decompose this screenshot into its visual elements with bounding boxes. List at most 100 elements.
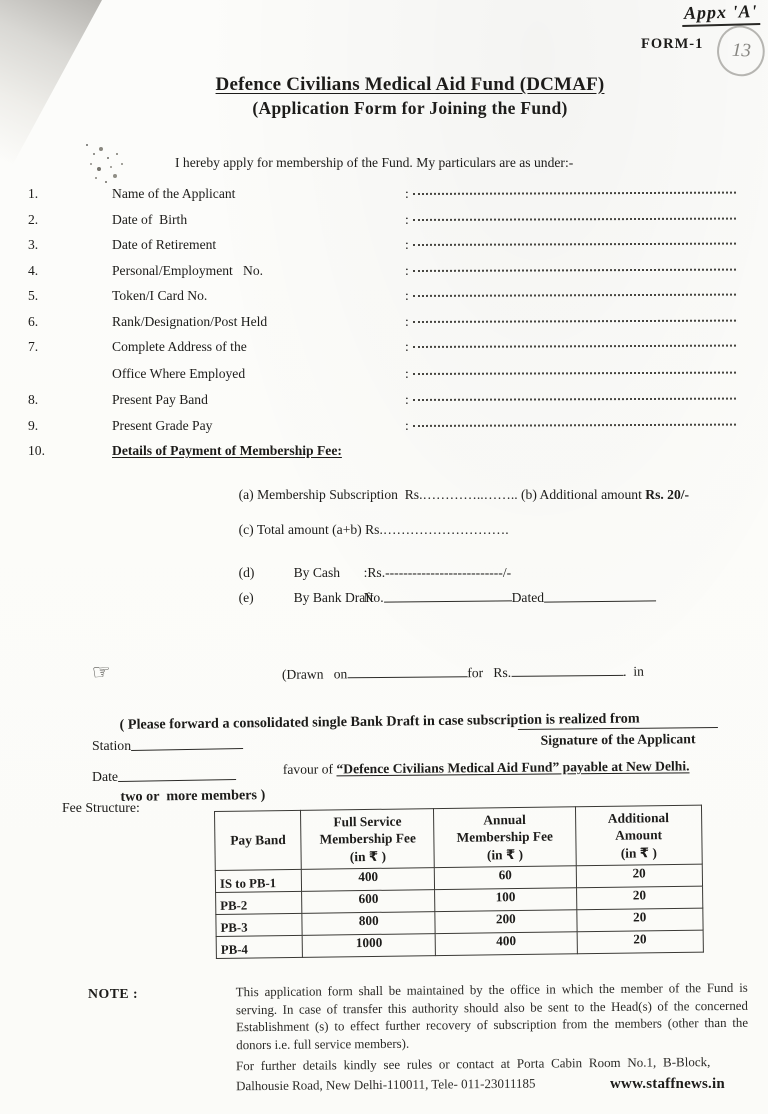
pay-band-cell: PB-3 <box>215 913 303 937</box>
dotted-answer-line <box>412 423 736 427</box>
field-colon: : <box>405 211 409 227</box>
field-row-employment-no: 4. Personal/Employment No. : <box>28 263 738 279</box>
station-field: Station <box>92 736 244 754</box>
additional-amount-value: Rs. 20/- <box>645 487 690 502</box>
payment-details-heading: 10. Details of Payment of Membership Fee… <box>28 443 738 459</box>
field-colon: : <box>405 417 409 433</box>
additional-amount-cell: 20 <box>576 886 703 911</box>
dotted-answer-line <box>412 293 736 297</box>
dotted-answer-line <box>412 217 736 221</box>
col-header-additional-amount: Additional Amount (in ₹ ) <box>574 805 703 867</box>
field-row-token: 5. Token/I Card No. : <box>28 288 738 304</box>
col-header-annual-fee: Annual Membership Fee (in ₹ ) <box>433 806 576 868</box>
cash-amount-line: :Rs.--------------------------/- <box>363 565 512 580</box>
payment-line-d: (d) By Cash :Rs.--------------------------… <box>225 549 512 597</box>
annual-fee-cell: 200 <box>435 910 577 934</box>
full-service-fee-cell: 400 <box>301 867 435 892</box>
col-header-pay-band: Pay Band <box>214 810 302 871</box>
annual-fee-cell: 60 <box>434 866 577 890</box>
item-d-number: (d) <box>238 565 255 580</box>
field-row-address-1: 7. Complete Address of the : <box>28 339 738 355</box>
field-label: Present Pay Band <box>112 392 208 407</box>
total-amount-label: (c) Total amount (a+b) Rs.………………………. <box>238 522 509 537</box>
full-service-fee-cell: 600 <box>301 889 436 914</box>
full-service-fee-cell: 800 <box>302 911 436 936</box>
field-label: Personal/Employment No. <box>112 262 264 278</box>
field-colon: : <box>405 237 409 252</box>
field-row-address-2: Office Where Employed : <box>28 366 738 382</box>
applicant-fields-list: 1. Name of the Applicant : 2. Date of Bi… <box>28 186 738 459</box>
field-colon: : <box>405 262 409 278</box>
handwritten-appendix-note: Appx 'A' <box>681 0 760 28</box>
additional-amount-cell: 20 <box>575 864 703 889</box>
fee-structure-label: Fee Structure: <box>62 800 140 815</box>
additional-amount-label: (b) Additional amount <box>521 487 646 502</box>
field-colon: : <box>405 186 409 201</box>
field-number: 1. <box>28 186 39 201</box>
by-bank-draft-label: By Bank Draft <box>293 590 374 605</box>
signature-block: Signature of the Applicant <box>517 726 718 749</box>
field-number: 2. <box>28 211 39 227</box>
field-label: Date of Birth <box>112 211 188 227</box>
field-colon: : <box>405 313 409 329</box>
additional-amount-cell: 20 <box>576 930 704 955</box>
field-number: 10. <box>28 443 45 458</box>
field-label: Details of Payment of Membership Fee: <box>112 443 342 458</box>
page-number-text: 13 <box>731 39 751 62</box>
form-number: FORM-1 <box>641 36 704 52</box>
field-number: 7. <box>28 339 39 354</box>
date-blank <box>117 766 237 783</box>
draft-no-label: No. <box>363 590 384 605</box>
form-title: Defence Civilians Medical Aid Fund (DCMA… <box>215 74 605 95</box>
intro-line: I hereby apply for membership of the Fun… <box>175 155 574 170</box>
field-number: 5. <box>28 288 39 303</box>
dated-blank <box>544 588 657 603</box>
form-header: Defence Civilians Medical Aid Fund (DCMA… <box>60 74 760 119</box>
field-label: Present Grade Pay <box>112 417 213 433</box>
field-colon: : <box>405 365 409 381</box>
field-row-retirement: 3. Date of Retirement : <box>28 237 738 253</box>
payment-line-e: (e) By Bank DraftNo. Dated <box>225 573 657 622</box>
website-watermark: www.staffnews.in <box>610 1076 725 1092</box>
pay-band-cell: PB-4 <box>216 935 303 959</box>
field-label: Complete Address of the <box>112 339 247 354</box>
field-number: 4. <box>28 262 39 278</box>
dated-label: Dated <box>511 590 545 605</box>
field-label: Rank/Designation/Post Held <box>112 313 268 329</box>
field-row-grade-pay: 9. Present Grade Pay : <box>28 418 738 434</box>
date-label: Date <box>92 769 119 784</box>
dotted-answer-line <box>412 268 736 272</box>
annual-fee-cell: 100 <box>434 888 577 912</box>
full-service-fee-cell: 1000 <box>302 933 436 958</box>
additional-amount-cell: 20 <box>576 908 704 933</box>
form-subtitle: (Application Form for Joining the Fund) <box>252 98 568 118</box>
fee-table-header-row: Pay Band Full Service Membership Fee (in… <box>214 805 703 871</box>
field-label: Office Where Employed <box>112 365 246 381</box>
date-field: Date <box>92 766 237 785</box>
field-row-rank: 6. Rank/Designation/Post Held : <box>28 314 738 330</box>
ink-smudge <box>86 144 88 146</box>
col-header-full-service-fee: Full Service Membership Fee (in ₹ ) <box>300 808 435 870</box>
annual-fee-cell: 400 <box>435 932 577 956</box>
field-label: Token/I Card No. <box>112 288 208 303</box>
dotted-answer-line <box>412 242 736 246</box>
dotted-answer-line <box>412 371 736 375</box>
field-number: 3. <box>28 237 39 252</box>
circled-page-number: 13 <box>711 20 768 82</box>
field-label: Date of Retirement <box>112 237 217 252</box>
item-e-number: (e) <box>238 590 254 605</box>
field-colon: : <box>405 288 409 303</box>
field-number: 6. <box>28 313 39 329</box>
field-row-pay-band: 8. Present Pay Band : <box>28 392 738 408</box>
dotted-answer-line <box>412 344 736 348</box>
by-cash-label: By Cash <box>293 565 341 580</box>
payment-line-a-b: (a) Membership Subscription Rs.…………..…….… <box>225 471 689 519</box>
field-number: 9. <box>28 417 39 433</box>
note-text: This application form shall be maintaine… <box>235 980 749 1052</box>
membership-subscription-label: (a) Membership Subscription Rs.…………..…….… <box>238 487 522 502</box>
pay-band-cell: PB-2 <box>215 891 303 915</box>
draft-no-blank <box>383 588 512 603</box>
pointing-hand-icon: ☞ <box>91 659 112 685</box>
station-blank <box>130 736 244 751</box>
